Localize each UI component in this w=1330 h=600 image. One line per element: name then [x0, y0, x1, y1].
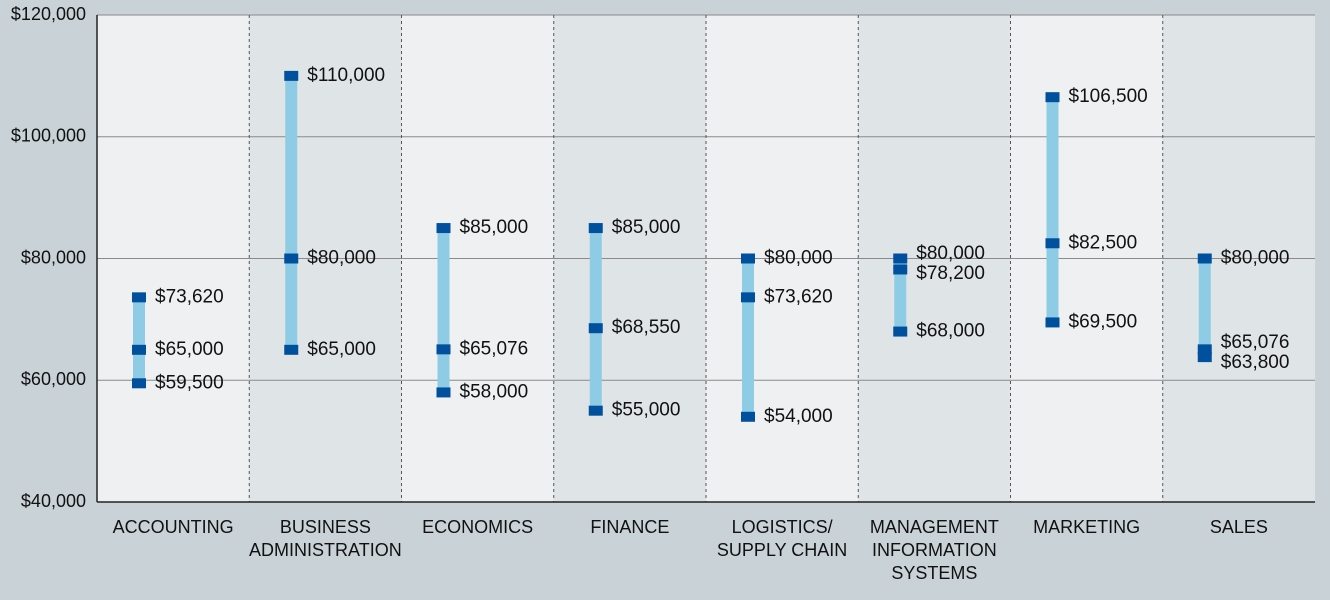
range-bar	[285, 75, 298, 350]
range-marker	[132, 292, 146, 303]
data-label: $78,200	[916, 263, 985, 284]
range-marker	[1045, 317, 1060, 328]
data-label: $85,000	[612, 217, 681, 238]
range-marker	[1197, 253, 1212, 264]
range-marker	[284, 344, 299, 355]
x-tick-label-line: SUPPLY CHAIN	[717, 540, 847, 560]
x-tick-label-line: INFORMATION	[872, 540, 997, 560]
range-marker	[1197, 344, 1212, 355]
x-tick-label: BUSINESS ADMINISTRATION	[249, 517, 402, 560]
x-tick-label-line: BUSINESS	[280, 517, 371, 537]
x-tick-label-line: MANAGEMENT	[870, 517, 999, 537]
range-marker	[741, 253, 755, 264]
data-label: $73,620	[155, 286, 224, 307]
x-tick-label: SALES	[1210, 517, 1268, 537]
range-marker	[436, 387, 451, 398]
data-label: $82,500	[1069, 232, 1138, 253]
range-bar	[1198, 258, 1211, 358]
range-marker	[132, 378, 146, 389]
data-label: $110,000	[307, 65, 385, 86]
data-label: $80,000	[1221, 248, 1290, 269]
data-label: $73,620	[764, 286, 833, 307]
range-bar	[894, 258, 907, 332]
data-label: $106,500	[1069, 86, 1148, 107]
range-marker	[741, 411, 755, 422]
range-marker	[741, 292, 755, 303]
data-label: $80,000	[764, 248, 833, 269]
data-label: $59,500	[155, 372, 224, 393]
range-bar	[133, 297, 145, 384]
range-marker	[1045, 92, 1060, 103]
range-bar	[742, 258, 754, 417]
range-marker	[893, 253, 908, 264]
range-marker	[588, 405, 603, 416]
x-tick-label: FINANCE	[590, 517, 669, 537]
data-label: $54,000	[764, 406, 833, 427]
x-tick-label-line: ECONOMICS	[422, 517, 533, 537]
x-tick-label-line: MARKETING	[1033, 517, 1140, 537]
y-tick-label: $40,000	[21, 491, 86, 511]
data-label: $65,000	[307, 339, 376, 360]
data-label: $80,000	[916, 243, 985, 264]
x-tick-label: ECONOMICS	[422, 517, 533, 537]
x-tick-label-line: FINANCE	[590, 517, 669, 537]
data-label: $63,800	[1221, 352, 1290, 373]
data-label: $69,500	[1069, 311, 1138, 332]
y-tick-label: $80,000	[21, 247, 86, 267]
range-marker	[893, 264, 908, 275]
x-tick-label-line: SALES	[1210, 517, 1268, 537]
data-label: $65,076	[1221, 332, 1290, 353]
range-marker	[132, 344, 146, 355]
x-tick-label: LOGISTICS/SUPPLY CHAIN	[717, 517, 847, 560]
range-bar	[589, 228, 602, 411]
range-marker	[436, 344, 451, 355]
x-tick-label-line: ADMINISTRATION	[249, 540, 402, 560]
x-tick-label-line: LOGISTICS/	[732, 517, 833, 537]
range-marker	[588, 223, 603, 234]
y-tick-label: $60,000	[21, 369, 86, 389]
data-label: $55,000	[612, 400, 681, 421]
range-marker	[893, 326, 908, 337]
range-marker	[436, 223, 451, 234]
x-tick-label-line: ACCOUNTING	[113, 517, 234, 537]
data-label: $58,000	[460, 381, 529, 402]
range-bar	[1046, 97, 1059, 323]
data-label: $65,076	[460, 338, 529, 359]
range-marker	[1045, 238, 1060, 249]
data-label: $68,000	[916, 321, 985, 342]
data-label: $68,550	[612, 317, 681, 338]
data-label: $85,000	[460, 217, 529, 238]
range-marker	[1197, 352, 1212, 363]
range-bar	[437, 228, 450, 393]
data-label: $80,000	[307, 248, 376, 269]
x-tick-label: MANAGEMENT INFORMATION SYSTEMS	[870, 517, 999, 583]
y-tick-label: $100,000	[11, 126, 86, 146]
range-marker	[588, 323, 603, 334]
y-tick-label: $120,000	[11, 4, 86, 24]
range-marker	[284, 253, 299, 264]
x-tick-label-line: SYSTEMS	[891, 563, 977, 583]
data-label: $65,000	[155, 339, 224, 360]
range-marker	[284, 70, 299, 81]
x-tick-label: MARKETING	[1033, 517, 1140, 537]
x-tick-label: ACCOUNTING	[113, 517, 234, 537]
